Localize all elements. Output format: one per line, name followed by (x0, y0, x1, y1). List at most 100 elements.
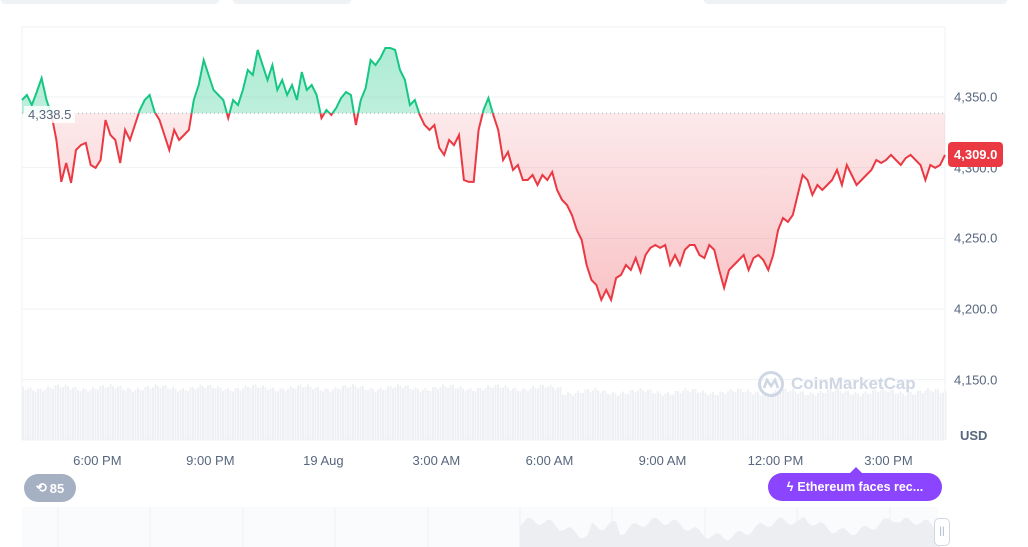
volume-bar (22, 386, 24, 440)
volume-bar (684, 388, 687, 440)
volume-bar (804, 395, 807, 440)
volume-bar (404, 385, 407, 440)
volume-bar (207, 385, 209, 440)
volume-bar (924, 390, 927, 440)
volume-bar (359, 386, 362, 440)
volume-bar (867, 393, 869, 440)
navigator-drag-handle[interactable]: || (934, 518, 950, 546)
volume-bar (197, 387, 199, 440)
volume-bar (614, 393, 617, 440)
volume-bar (487, 385, 489, 440)
volume-bar (784, 388, 787, 440)
volume-bar (542, 384, 544, 440)
volume-bar (394, 386, 397, 440)
volume-bar (527, 391, 529, 440)
volume-bar (862, 393, 864, 440)
volume-bar (192, 387, 194, 440)
volume-bar (654, 393, 657, 440)
volume-bar (707, 395, 709, 440)
volume-bar (537, 388, 539, 440)
volume-bar (437, 389, 439, 440)
news-label: Ethereum faces rec... (797, 480, 924, 494)
volume-bar (377, 389, 379, 440)
volume-bar (169, 389, 172, 440)
volume-bar (337, 388, 339, 440)
volume-bar (822, 392, 824, 440)
volume-bar (534, 387, 537, 440)
volume-bar (539, 385, 542, 440)
x-tick-label: 19 Aug (303, 453, 344, 468)
volume-bar (772, 392, 774, 440)
volume-bar (427, 390, 429, 440)
volume-bar (92, 387, 94, 440)
volume-bar (459, 386, 462, 440)
volume-bar (452, 384, 454, 440)
volume-bar (104, 387, 107, 440)
volume-bar (634, 392, 637, 440)
volume-bar (672, 394, 674, 440)
volume-bar (182, 388, 184, 440)
area-below-baseline (22, 113, 945, 300)
volume-bar (294, 388, 297, 440)
volume-bar (152, 387, 154, 440)
volume-bar (632, 390, 634, 440)
volume-bar (37, 388, 39, 440)
volume-bar (757, 391, 759, 440)
history-button[interactable]: ⟲ 85 (24, 474, 76, 502)
volume-bar (367, 390, 369, 440)
volume-bar (42, 391, 44, 440)
lightning-icon: ϟ (786, 480, 794, 494)
volume-bar (499, 387, 502, 440)
volume-bar (564, 395, 567, 440)
volume-bar (759, 395, 762, 440)
top-tab[interactable] (703, 0, 1008, 4)
volume-bar (29, 387, 32, 440)
top-tab[interactable] (0, 0, 220, 4)
volume-bar (607, 394, 609, 440)
volume-bar (412, 389, 414, 440)
x-tick-label: 12:00 PM (747, 453, 804, 468)
volume-bar (382, 389, 384, 440)
volume-bar (694, 389, 697, 440)
volume-bar (284, 391, 287, 440)
volume-bar (457, 388, 459, 440)
volume-bar (597, 390, 599, 440)
volume-bar (242, 388, 244, 440)
volume-bar (257, 387, 259, 440)
volume-bar (834, 390, 837, 440)
volume-bar (464, 391, 467, 440)
volume-bar (552, 387, 554, 440)
volume-bar (219, 387, 222, 440)
volume-bar (517, 391, 519, 440)
volume-bar (32, 390, 34, 440)
volume-bar (24, 390, 27, 440)
volume-bar (79, 391, 82, 440)
volume-bar (734, 391, 737, 440)
volume-bar (292, 387, 294, 440)
volume-bar (299, 384, 302, 440)
news-button[interactable]: ϟ Ethereum faces rec... (768, 467, 942, 501)
volume-bar (432, 387, 434, 440)
volume-bar (212, 388, 214, 440)
history-count: 85 (49, 480, 65, 496)
volume-bar (402, 388, 404, 440)
volume-bar (722, 391, 724, 440)
volume-bar (942, 392, 944, 440)
volume-bar (307, 384, 309, 440)
volume-bar (794, 391, 797, 440)
volume-bar (224, 389, 227, 440)
x-tick-label: 3:00 PM (864, 453, 913, 468)
volume-bar (409, 389, 412, 440)
volume-bar (72, 387, 74, 440)
volume-bar (839, 390, 842, 440)
volume-bar (669, 394, 672, 440)
volume-bar (319, 390, 322, 440)
top-tab[interactable] (232, 0, 352, 4)
volume-bar (937, 389, 939, 440)
volume-bar (304, 387, 307, 440)
volume-bar (677, 390, 679, 440)
volume-bar (112, 385, 114, 440)
volume-bar (342, 385, 344, 440)
volume-bar (832, 391, 834, 440)
